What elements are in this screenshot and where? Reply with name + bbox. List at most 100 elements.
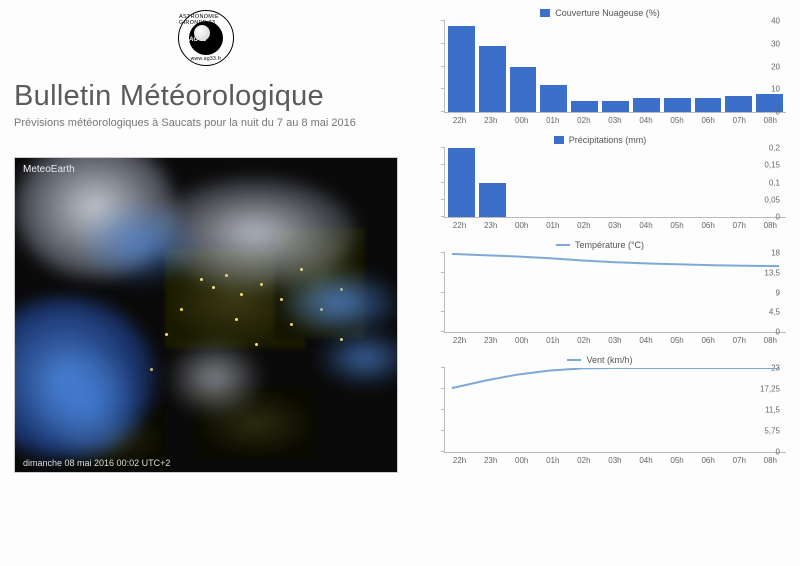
precipitation-chart: Précipitations (mm)00,050,10,150,222h23h… [414,135,786,230]
bar [448,148,475,217]
x-tick-label: 03h [608,456,621,465]
chart-legend: Couverture Nuageuse (%) [414,8,786,18]
x-axis-labels: 22h 23h 00h 01h 02h 03h 04h 05h 06h 07h 08h [444,333,786,345]
x-tick-label: 00h [515,456,528,465]
x-tick-label: 07h [733,456,746,465]
x-tick-label: 01h [546,116,559,125]
right-column: Couverture Nuageuse (%)01020304022h23h00… [410,0,800,566]
x-tick-label: 02h [577,116,590,125]
line-svg [445,253,786,332]
bar [664,98,691,112]
y-tick-label: 0,15 [764,161,780,170]
x-tick-label: 22h [453,221,466,230]
legend-label: Vent (km/h) [586,355,632,365]
legend-label: Température (°C) [575,240,644,250]
left-column: ASTRONOMIE GIRONDE 33 AG 33 www.ag33.fr … [0,0,410,566]
x-tick-label: 08h [764,336,777,345]
legend-bar-icon [554,136,564,144]
bar [510,67,537,113]
x-tick-label: 07h [733,221,746,230]
logo-text-bottom: www.ag33.fr [191,56,222,62]
bar [571,101,598,112]
y-tick-label: 0,1 [769,178,780,187]
legend-label: Précipitations (mm) [569,135,647,145]
x-tick-label: 00h [515,221,528,230]
x-tick-label: 07h [733,336,746,345]
bars-container [445,21,786,112]
bar [725,96,752,112]
satellite-map: MeteoEarth dimanche 08 mai 2016 00:02 UT… [14,157,398,473]
series-line [452,254,779,266]
x-axis-labels: 22h 23h 00h 01h 02h 03h 04h 05h 06h 07h 08h [444,113,786,125]
x-tick-label: 07h [733,116,746,125]
bars-container [445,148,786,217]
x-tick-label: 02h [577,456,590,465]
x-tick-label: 05h [670,336,683,345]
y-tick-label: 20 [771,62,780,71]
bar [479,183,506,218]
x-tick-label: 23h [484,116,497,125]
y-tick-label: 0 [776,213,780,222]
x-tick-label: 05h [670,221,683,230]
x-tick-label: 23h [484,456,497,465]
x-tick-label: 22h [453,116,466,125]
x-tick-label: 06h [701,221,714,230]
chart-legend: Température (°C) [414,240,786,250]
chart-plot-area: 04,5913,518 [444,253,786,333]
legend-line-icon [556,244,570,246]
bar [479,46,506,112]
x-tick-label: 23h [484,336,497,345]
chart-plot-area: 010203040 [444,21,786,113]
x-tick-label: 06h [701,456,714,465]
x-tick-label: 22h [453,336,466,345]
x-tick-label: 04h [639,221,652,230]
ag33-logo: ASTRONOMIE GIRONDE 33 AG 33 www.ag33.fr [178,10,234,66]
x-tick-label: 01h [546,336,559,345]
x-tick-label: 01h [546,456,559,465]
y-tick-label: 0 [776,108,780,117]
bar [602,101,629,112]
legend-bar-icon [540,9,550,17]
y-tick-label: 40 [771,17,780,26]
y-tick-label: 0,2 [769,144,780,153]
series-line [452,368,779,388]
x-tick-label: 03h [608,116,621,125]
logo-inner-circle: AG 33 [189,21,223,55]
x-tick-label: 02h [577,221,590,230]
wind-chart: Vent (km/h)05,7511,517,252322h23h00h01h0… [414,355,786,465]
x-tick-label: 00h [515,336,528,345]
cloud-coverage-chart: Couverture Nuageuse (%)01020304022h23h00… [414,8,786,125]
x-tick-label: 04h [639,336,652,345]
x-axis-labels: 22h23h00h01h02h03h04h05h06h07h08h [444,453,786,465]
chart-plot-area: 00,050,10,150,2 [444,148,786,218]
x-tick-label: 05h [670,116,683,125]
chart-plot-area: 05,7511,517,2523 [444,368,786,453]
x-axis-labels: 22h 23h 00h 01h 02h 03h 04h 05h 06h 07h 08h [444,218,786,230]
page-title: Bulletin Météorologique [14,80,398,113]
x-tick-label: 08h [764,221,777,230]
line-svg [445,368,786,452]
x-tick-label: 06h [701,336,714,345]
x-tick-label: 04h [639,116,652,125]
logo-container: ASTRONOMIE GIRONDE 33 AG 33 www.ag33.fr [14,10,398,66]
chart-legend: Vent (km/h) [414,355,786,365]
map-timestamp: dimanche 08 mai 2016 00:02 UTC+2 [23,458,170,468]
bar [448,26,475,112]
x-tick-label: 02h [577,336,590,345]
x-tick-label: 00h [515,116,528,125]
x-tick-label: 03h [608,221,621,230]
x-tick-label: 05h [670,456,683,465]
page-subtitle: Prévisions météorologiques à Saucats pou… [14,117,398,129]
chart-legend: Précipitations (mm) [414,135,786,145]
x-tick-label: 08h [764,116,777,125]
bar [540,85,567,112]
x-tick-label: 06h [701,116,714,125]
x-tick-label: 01h [546,221,559,230]
logo-center-text: AG 33 [189,37,206,43]
x-tick-label: 23h [484,221,497,230]
x-tick-label: 03h [608,336,621,345]
x-tick-label: 08h [764,456,777,465]
bar [695,98,722,112]
x-tick-label: 04h [639,456,652,465]
legend-line-icon [567,359,581,361]
